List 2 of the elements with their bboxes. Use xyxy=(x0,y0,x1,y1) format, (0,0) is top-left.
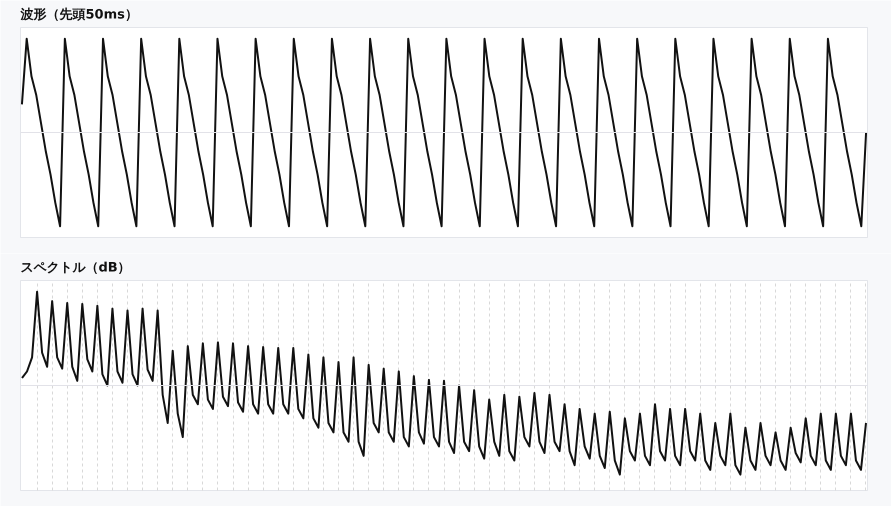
chart-title: 波形（先頭50ms） xyxy=(20,8,138,22)
chart-title: スペクトル（dB） xyxy=(20,260,131,276)
